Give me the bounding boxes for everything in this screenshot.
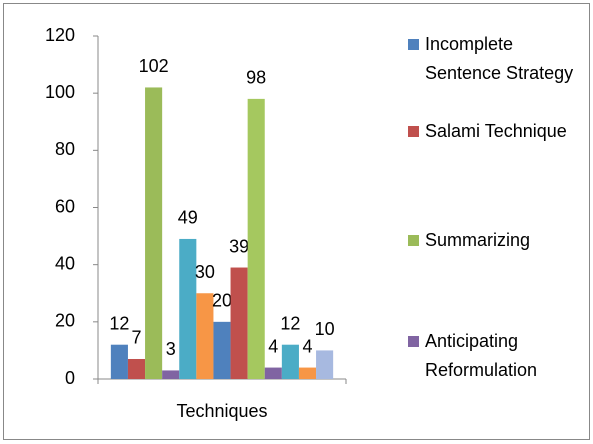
legend-label: Summarizing xyxy=(425,230,531,250)
y-tick-label: 40 xyxy=(55,253,75,273)
legend-label: Incomplete Sentence Strategy xyxy=(425,34,574,83)
y-tick-label: 60 xyxy=(55,196,75,216)
bar xyxy=(179,238,197,379)
data-label: 4 xyxy=(268,336,278,356)
bar xyxy=(127,358,146,379)
data-label: 12 xyxy=(109,313,129,333)
data-label: 3 xyxy=(166,339,176,359)
bar xyxy=(213,321,231,379)
legend-swatch xyxy=(408,126,419,137)
bar xyxy=(316,350,334,379)
data-label: 49 xyxy=(178,208,198,228)
data-label: 12 xyxy=(280,313,300,333)
bar xyxy=(110,344,128,379)
bar xyxy=(145,87,163,379)
bar xyxy=(264,367,282,379)
y-tick-label: 120 xyxy=(45,25,75,45)
data-label: 39 xyxy=(229,236,249,256)
legend-swatch xyxy=(408,336,419,347)
legend-label: Salami Technique xyxy=(425,121,567,141)
y-tick-label: 80 xyxy=(55,139,75,159)
legend-swatch xyxy=(408,235,419,246)
data-label: 30 xyxy=(195,262,215,282)
data-label: 102 xyxy=(139,56,169,76)
x-tick-label: Techniques xyxy=(176,401,267,421)
chart-border xyxy=(3,3,590,440)
data-label: 98 xyxy=(246,68,266,88)
legend-swatch xyxy=(408,39,419,50)
legend-label: Anticipating Reformulation xyxy=(425,331,538,380)
bar xyxy=(281,344,299,379)
data-label: 10 xyxy=(315,319,335,339)
data-label: 7 xyxy=(131,328,141,348)
data-label: 4 xyxy=(302,336,312,356)
y-tick-label: 0 xyxy=(65,368,75,388)
data-label: 20 xyxy=(212,291,232,311)
bar xyxy=(162,370,180,379)
y-tick-label: 100 xyxy=(45,82,75,102)
bar xyxy=(247,98,265,379)
y-tick-label: 20 xyxy=(55,311,75,331)
bar xyxy=(298,367,317,379)
bar xyxy=(196,293,214,379)
bar xyxy=(230,267,248,379)
